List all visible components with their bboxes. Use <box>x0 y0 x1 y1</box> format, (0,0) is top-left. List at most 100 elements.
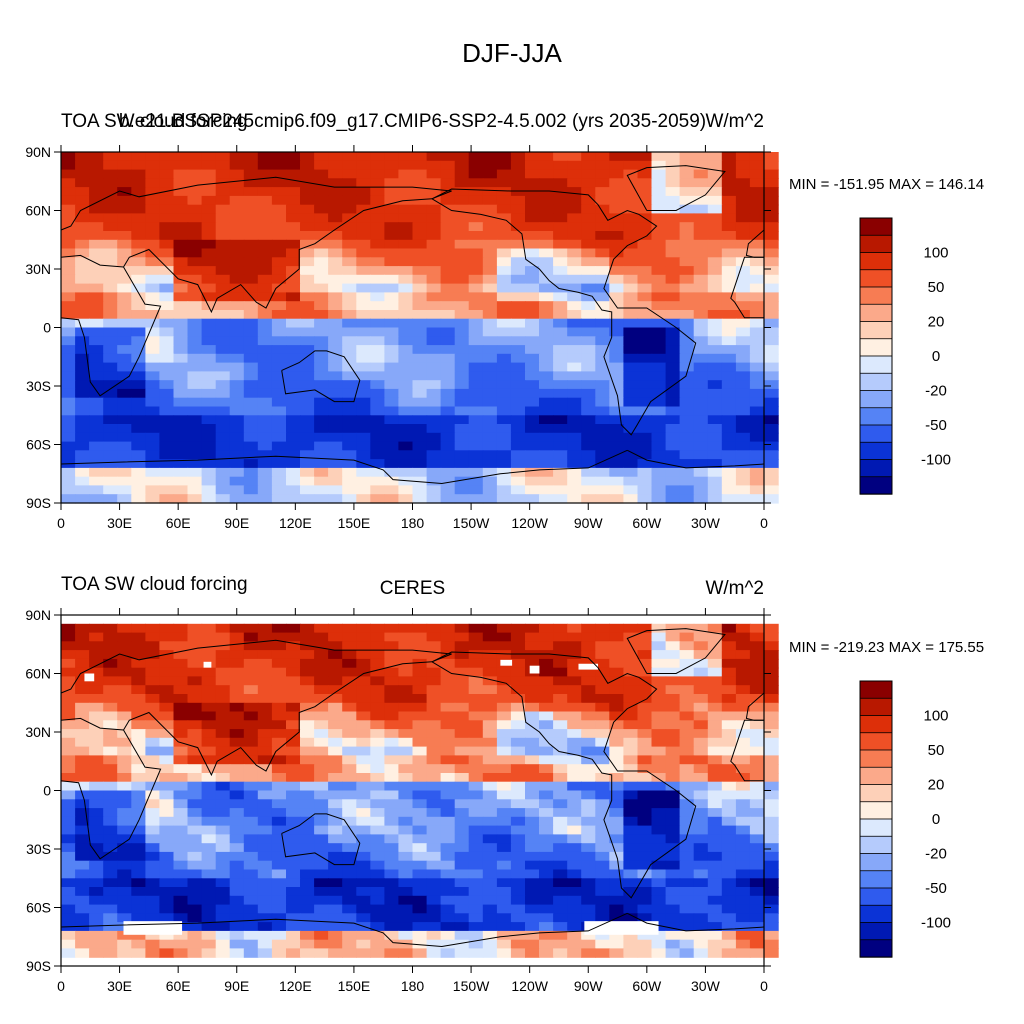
field-cell <box>553 808 568 818</box>
field-cell <box>496 266 512 276</box>
field-cell <box>440 397 456 408</box>
field-cell <box>482 939 498 950</box>
field-cell <box>454 388 470 399</box>
field-cell <box>707 310 723 320</box>
field-cell <box>75 869 90 879</box>
field-cell <box>75 729 90 739</box>
field-cell <box>271 432 287 443</box>
field-cell <box>75 623 90 634</box>
field-cell <box>229 808 245 818</box>
field-cell <box>721 310 737 320</box>
field-cell <box>679 860 695 871</box>
field-cell <box>735 336 751 346</box>
field-cell <box>75 160 90 171</box>
field-cell <box>61 432 76 443</box>
field-cell <box>75 702 90 713</box>
field-cell <box>637 913 653 923</box>
field-cell <box>328 345 343 355</box>
field-cell <box>370 152 385 162</box>
field-cell <box>567 860 582 871</box>
field-cell <box>243 187 259 197</box>
field-cell <box>623 406 639 416</box>
field-cell <box>412 948 428 958</box>
field-cell <box>468 248 484 258</box>
lon-tick-label: 180 <box>401 515 425 531</box>
field-cell <box>679 895 695 906</box>
field-cell <box>398 808 414 818</box>
field-cell <box>117 380 132 390</box>
field-cell <box>342 318 357 329</box>
field-cell <box>764 650 779 660</box>
field-cell <box>356 878 371 888</box>
field-cell <box>243 667 259 678</box>
field-cell <box>735 239 751 250</box>
field-cell <box>328 851 343 862</box>
field-cell <box>131 310 146 320</box>
field-cell <box>117 895 132 906</box>
field-cell <box>384 658 400 669</box>
field-cell <box>61 415 76 425</box>
lon-tick-label: 90W <box>574 978 604 994</box>
field-cell <box>173 231 189 241</box>
field-cell <box>159 467 175 478</box>
field-cell <box>75 169 90 179</box>
field-cell <box>735 939 751 950</box>
field-cell <box>581 432 596 443</box>
field-cell <box>117 494 132 504</box>
field-cell <box>651 301 667 311</box>
field-cell <box>707 239 723 250</box>
field-cell <box>525 222 540 232</box>
field-cell <box>609 685 624 695</box>
field-cell <box>707 790 723 800</box>
field-cell <box>468 406 484 416</box>
field-cell <box>103 494 118 504</box>
field-cell <box>496 737 512 748</box>
field-cell <box>735 658 751 669</box>
field-cell <box>342 641 357 651</box>
field-cell <box>426 371 442 381</box>
field-cell <box>553 641 568 651</box>
field-cell <box>510 353 526 364</box>
field-cell <box>328 808 343 818</box>
field-cell <box>482 397 498 408</box>
field-cell <box>553 623 568 634</box>
field-cell <box>735 371 751 381</box>
field-cell <box>482 327 498 337</box>
field-cell <box>370 248 385 258</box>
field-cell <box>623 895 639 906</box>
field-cell <box>159 397 175 408</box>
field-cell <box>384 415 400 425</box>
field-cell <box>356 239 371 250</box>
field-cell <box>482 292 498 302</box>
field-cell <box>159 676 175 686</box>
field-cell <box>721 432 737 443</box>
field-cell <box>398 415 414 425</box>
field-cell <box>567 213 582 223</box>
field-cell <box>342 160 357 171</box>
field-cell <box>314 676 329 686</box>
field-cell <box>665 415 681 425</box>
field-cell <box>271 729 287 739</box>
field-cell <box>201 187 217 197</box>
field-cell <box>159 415 175 425</box>
field-cell <box>271 694 287 704</box>
field-cell <box>201 494 217 504</box>
field-cell <box>693 178 709 188</box>
field-cell <box>665 799 681 809</box>
field-cell <box>286 274 301 285</box>
field-cell <box>595 467 610 478</box>
field-cell <box>356 152 371 162</box>
field-cell <box>328 799 343 809</box>
field-cell <box>300 799 315 809</box>
field-cell <box>651 808 667 818</box>
field-cell <box>637 152 653 162</box>
field-cell <box>412 913 428 923</box>
field-cell <box>159 204 175 215</box>
field-cell <box>623 869 639 879</box>
field-cell <box>468 432 484 443</box>
field-cell <box>328 353 343 364</box>
field-cell <box>370 432 385 443</box>
field-cell <box>61 930 76 941</box>
field-cell <box>356 685 371 695</box>
